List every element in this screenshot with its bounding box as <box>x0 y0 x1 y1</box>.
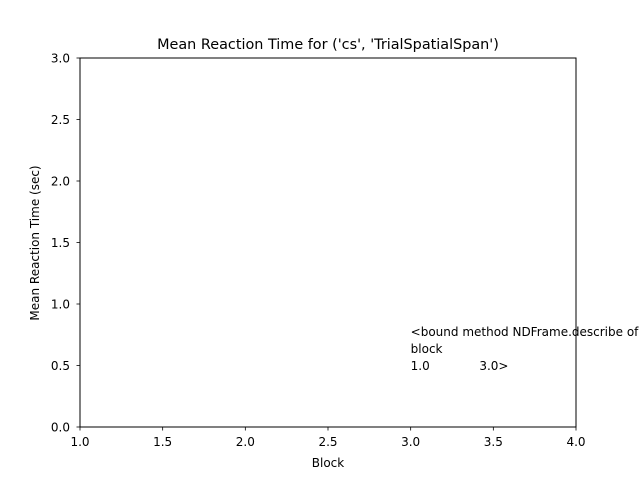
x-tick-label: 1.5 <box>153 435 172 449</box>
x-tick-label: 3.5 <box>484 435 503 449</box>
annotation-text: <bound method NDFrame.describe of block 1.… <box>411 325 640 373</box>
y-tick-label: 3.0 <box>51 52 70 66</box>
chart-title: Mean Reaction Time for ('cs', 'TrialSpat… <box>157 37 499 53</box>
y-axis-ticks: 0.0 0.5 1.0 1.5 2.0 2.5 3.0 <box>51 52 80 435</box>
annotation-line: 1.0 3.0> <box>411 359 509 373</box>
y-tick-label: 0.5 <box>51 359 70 373</box>
x-tick-label: 2.0 <box>236 435 255 449</box>
y-tick-label: 2.0 <box>51 175 70 189</box>
y-tick-label: 2.5 <box>51 113 70 127</box>
plot-area-frame <box>79 57 577 428</box>
y-tick-label: 1.5 <box>51 236 70 250</box>
annotation-line: <bound method NDFrame.describe of <box>411 325 640 339</box>
annotation-line: block <box>411 342 443 356</box>
x-tick-label: 4.0 <box>566 435 585 449</box>
y-tick-label: 1.0 <box>51 298 70 312</box>
y-axis-label: Mean Reaction Time (sec) <box>28 165 42 320</box>
x-tick-label: 1.0 <box>70 435 89 449</box>
x-axis-ticks: 1.0 1.5 2.0 2.5 3.0 3.5 4.0 <box>70 427 586 449</box>
y-tick-label: 0.0 <box>51 421 70 435</box>
x-axis-label: Block <box>312 456 345 470</box>
x-tick-label: 3.0 <box>401 435 420 449</box>
x-tick-label: 2.5 <box>318 435 337 449</box>
